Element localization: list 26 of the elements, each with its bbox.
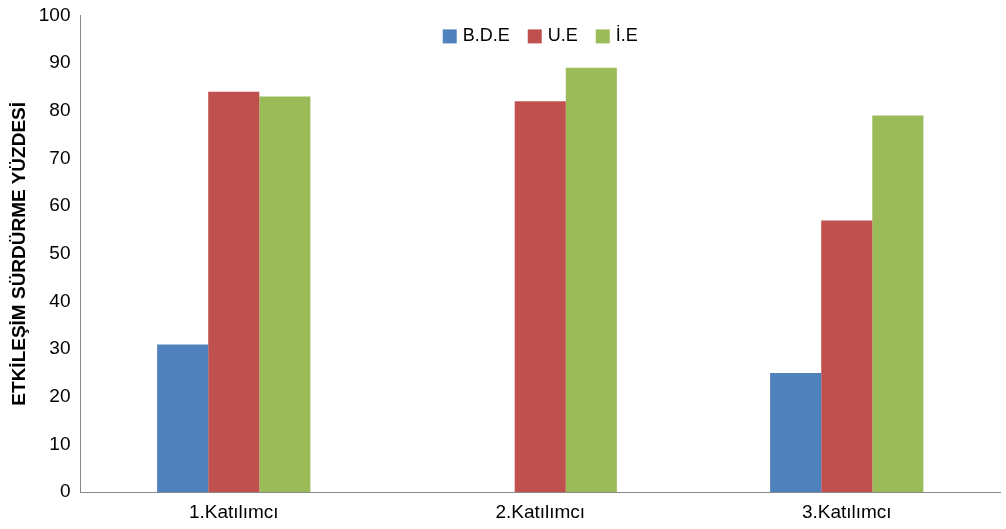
y-tick-label: 60 (49, 194, 71, 216)
y-tick-label: 30 (49, 337, 71, 359)
y-tick-label: 90 (49, 51, 71, 73)
bar (872, 115, 924, 493)
y-tick-label: 0 (59, 480, 71, 502)
y-tick-label: 40 (49, 289, 71, 311)
bar (208, 91, 260, 493)
y-tick-label: 80 (49, 98, 71, 120)
y-tick-label: 70 (49, 146, 71, 168)
bar (565, 67, 617, 493)
x-tick-label: 2.Katılımcı (495, 500, 586, 522)
y-tick-label: 50 (49, 242, 71, 264)
x-tick-label: 1.Katılımcı (188, 500, 279, 522)
y-axis-title: ETKİLEŞİM SÜRDÜRME YÜZDESİ (7, 101, 29, 406)
bar (157, 344, 209, 493)
bar (770, 373, 822, 493)
legend-label: B.D.E (462, 25, 510, 46)
x-tick-label: 3.Katılımcı (801, 500, 892, 522)
legend-label: İ.E (615, 25, 638, 46)
bar (821, 220, 873, 493)
bar (259, 96, 311, 493)
legend-label: U.E (547, 25, 578, 46)
y-tick-label: 20 (49, 385, 71, 407)
bar (514, 101, 566, 493)
y-tick-label: 100 (38, 3, 71, 25)
y-tick-label: 10 (49, 432, 71, 454)
